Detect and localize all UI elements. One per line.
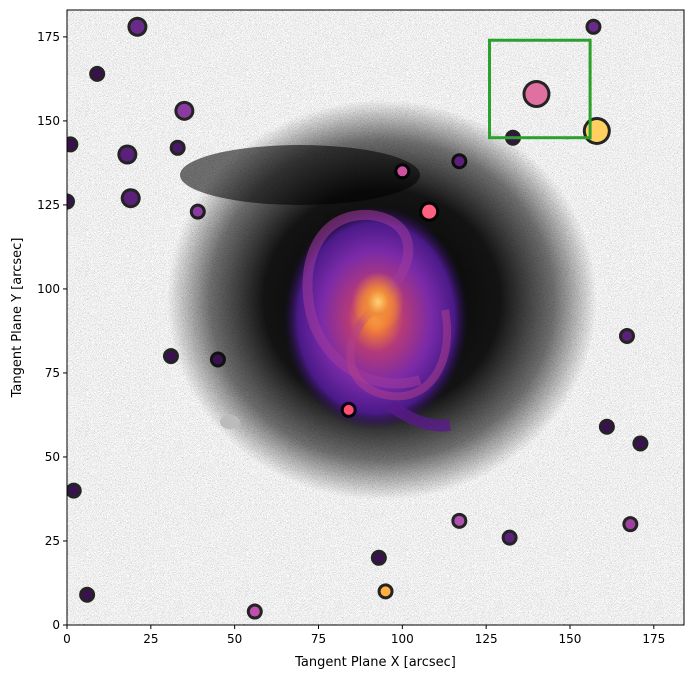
y-tick-label: 100 xyxy=(37,282,60,296)
y-axis-ticks: 0 25 50 75 100 125 150 175 xyxy=(37,30,67,632)
source-marker xyxy=(380,586,391,597)
x-axis-ticks: 0 25 50 75 100 125 150 175 xyxy=(63,625,665,646)
x-tick-label: 75 xyxy=(311,632,326,646)
y-tick-label: 175 xyxy=(37,30,60,44)
x-tick-label: 25 xyxy=(143,632,158,646)
x-tick-label: 0 xyxy=(63,632,71,646)
y-axis-label: Tangent Plane Y [arcsec] xyxy=(10,238,25,399)
source-marker xyxy=(635,438,646,449)
spiral-arm xyxy=(346,301,452,401)
source-marker xyxy=(123,191,138,206)
axes-frame xyxy=(66,9,685,626)
x-tick-label: 150 xyxy=(559,632,582,646)
source-marker xyxy=(67,139,76,150)
source-marker xyxy=(601,421,612,432)
x-tick-label: 50 xyxy=(227,632,242,646)
source-marker xyxy=(68,485,79,496)
x-tick-label: 175 xyxy=(642,632,665,646)
x-tick-label: 100 xyxy=(391,632,414,646)
image-axes xyxy=(67,10,684,625)
source-marker xyxy=(454,515,465,526)
source-marker xyxy=(397,166,408,177)
y-tick-label: 75 xyxy=(45,366,60,380)
y-tick-label: 125 xyxy=(37,198,60,212)
source-marker xyxy=(120,147,135,162)
source-markers xyxy=(67,16,649,620)
x-tick-label: 125 xyxy=(475,632,498,646)
y-tick-label: 150 xyxy=(37,114,60,128)
source-marker xyxy=(192,206,203,217)
spiral-arm-tail xyxy=(386,400,451,432)
outer-arm-shadow xyxy=(180,145,420,205)
source-marker xyxy=(588,21,599,32)
source-marker xyxy=(525,83,548,106)
source-marker xyxy=(67,196,72,207)
source-marker xyxy=(165,351,176,362)
source-marker xyxy=(130,19,145,34)
source-marker xyxy=(92,68,103,79)
source-marker xyxy=(422,204,437,219)
y-tick-label: 25 xyxy=(45,534,60,548)
source-marker xyxy=(454,156,465,167)
source-marker xyxy=(249,606,260,617)
source-marker xyxy=(343,404,354,415)
gray-blob xyxy=(220,415,240,429)
galaxy-core xyxy=(352,272,404,332)
y-tick-label: 50 xyxy=(45,450,60,464)
source-marker xyxy=(82,589,93,600)
x-axis-label: Tangent Plane X [arcsec] xyxy=(294,655,456,670)
source-marker xyxy=(212,354,223,365)
source-marker xyxy=(625,519,636,530)
y-tick-label: 0 xyxy=(52,618,60,632)
highlight-box xyxy=(488,38,592,140)
source-marker xyxy=(621,330,632,341)
source-marker xyxy=(172,142,183,153)
source-marker xyxy=(373,552,384,563)
source-marker xyxy=(177,103,192,118)
source-marker xyxy=(504,532,515,543)
